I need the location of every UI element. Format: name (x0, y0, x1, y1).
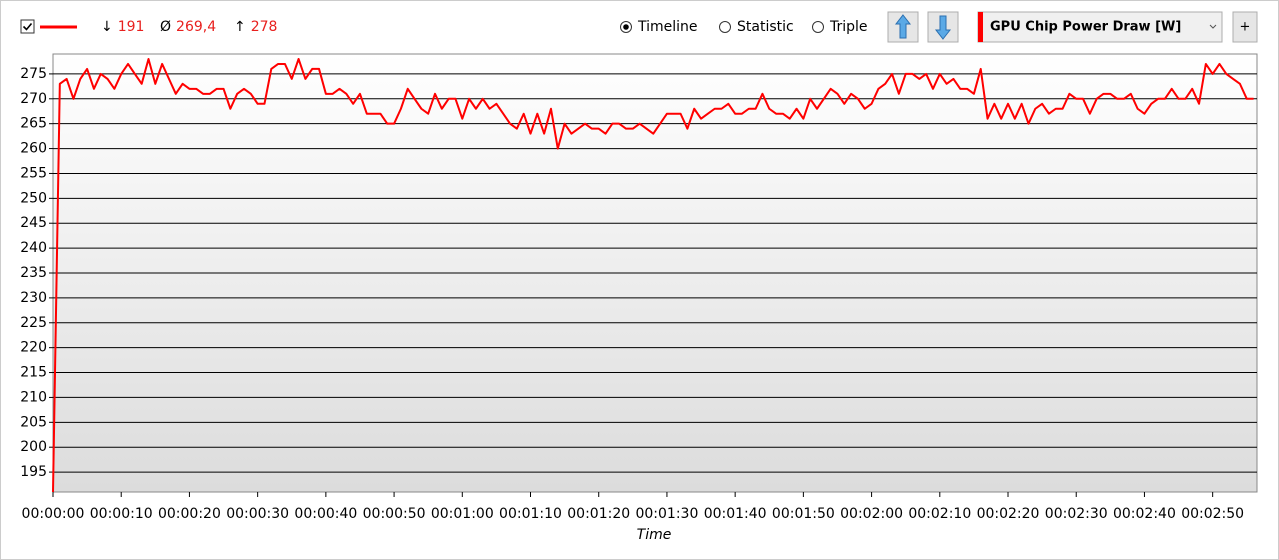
y-tick-label: 210 (20, 389, 47, 405)
x-tick-label: 00:02:50 (1181, 506, 1244, 522)
y-tick-label: 205 (20, 414, 47, 430)
x-tick-label: 00:01:30 (635, 506, 698, 522)
radio-dot (623, 24, 629, 30)
y-tick-label: 275 (20, 66, 47, 82)
x-tick-label: 00:01:10 (499, 506, 562, 522)
stat: Ø 269,4 (160, 19, 216, 35)
x-tick-label: 00:02:10 (908, 506, 971, 522)
stat-value: 191 (118, 19, 145, 35)
y-tick-label: 255 (20, 165, 47, 181)
x-axis-label: Time (637, 527, 672, 543)
x-tick-label: 00:02:00 (840, 506, 903, 522)
x-tick-label: 00:00:50 (363, 506, 426, 522)
up-arrow-icon (894, 14, 912, 39)
y-tick-label: 235 (20, 265, 47, 281)
x-tick-label: 00:00:00 (22, 506, 85, 522)
x-tick-label: 00:01:20 (567, 506, 630, 522)
y-tick-label: 240 (20, 240, 47, 256)
add-button-label: + (1240, 20, 1251, 35)
stat: ↑ 278 (234, 19, 277, 35)
stat-value: 269,4 (176, 19, 216, 35)
stat-value: 278 (251, 19, 278, 35)
x-tick-label: 00:01:00 (431, 506, 494, 522)
sensor-color (978, 12, 983, 42)
x-tick-label: 00:01:40 (704, 506, 767, 522)
x-tick-label: 00:01:50 (772, 506, 835, 522)
y-tick-label: 220 (20, 340, 47, 356)
y-tick-label: 195 (20, 464, 47, 480)
x-tick-label: 00:00:40 (294, 506, 357, 522)
sensor-dropdown[interactable] (977, 11, 1223, 43)
checkbox[interactable] (20, 19, 35, 34)
radio-button[interactable] (719, 21, 731, 33)
y-tick-label: 260 (20, 141, 47, 157)
x-tick-label: 00:02:40 (1113, 506, 1176, 522)
stat-symbol: ↓ (101, 19, 113, 35)
series-line (52, 57, 1254, 493)
view-mode-label: Statistic (737, 19, 794, 35)
x-tick-label: 00:00:30 (226, 506, 289, 522)
stat-symbol: ↑ (234, 19, 246, 35)
y-tick-label: 265 (20, 116, 47, 132)
stat-symbol: Ø (160, 19, 171, 35)
radio-button[interactable] (812, 21, 824, 33)
check-mark (22, 22, 33, 31)
x-tick-label: 00:00:20 (158, 506, 221, 522)
view-mode-label: Triple (829, 19, 868, 35)
stat: ↓ 191 (101, 19, 144, 35)
sensor-name: GPU Chip Power Draw [W] (990, 20, 1181, 35)
y-tick-label: 230 (20, 290, 47, 306)
y-tick-label: 225 (20, 315, 47, 331)
y-tick-label: 215 (20, 365, 47, 381)
y-tick-label: 270 (20, 91, 47, 107)
view-mode-label: Timeline (637, 19, 698, 35)
dropdown-chevron (1209, 24, 1217, 29)
x-tick-label: 00:02:30 (1045, 506, 1108, 522)
down-arrow-icon (934, 15, 952, 40)
y-tick-label: 245 (20, 215, 47, 231)
x-tick-label: 00:02:20 (977, 506, 1040, 522)
y-tick-label: 200 (20, 439, 47, 455)
add-button[interactable] (1232, 11, 1258, 43)
x-tick-label: 00:00:10 (90, 506, 153, 522)
y-tick-label: 250 (20, 190, 47, 206)
